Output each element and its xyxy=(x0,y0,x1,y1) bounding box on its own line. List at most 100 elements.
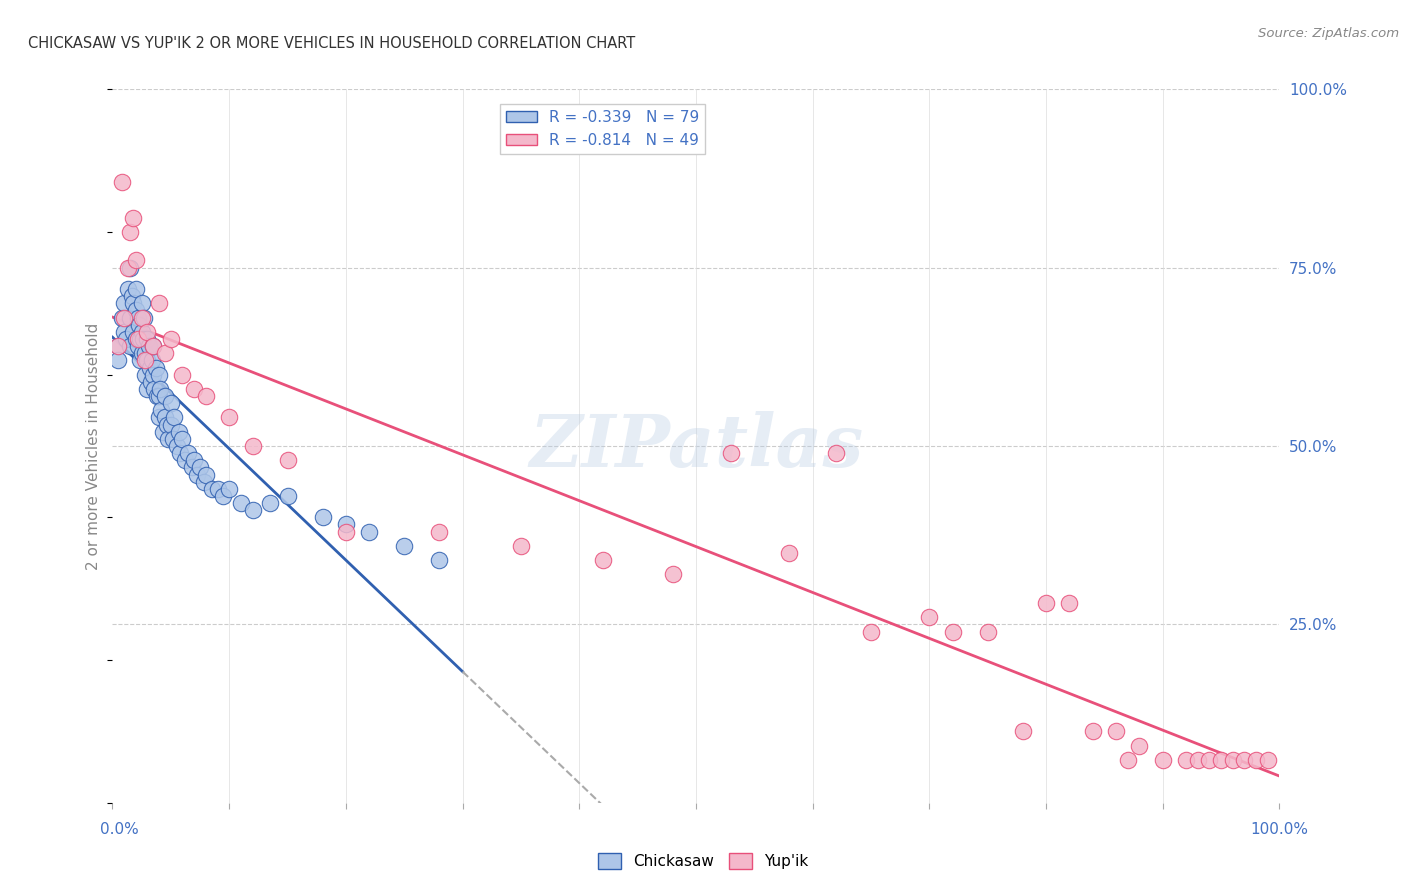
Point xyxy=(157,432,180,446)
Legend: Chickasaw, Yup'ik: Chickasaw, Yup'ik xyxy=(592,847,814,875)
Point xyxy=(335,517,357,532)
Point xyxy=(167,425,190,439)
Point xyxy=(142,368,165,382)
Point xyxy=(132,310,155,325)
Point xyxy=(1059,596,1081,610)
Point xyxy=(1128,739,1150,753)
Text: 100.0%: 100.0% xyxy=(1250,822,1309,837)
Point xyxy=(1175,753,1198,767)
Text: 0.0%: 0.0% xyxy=(100,822,139,837)
Point xyxy=(112,310,135,325)
Point xyxy=(122,325,145,339)
Point xyxy=(172,368,194,382)
Point xyxy=(173,453,195,467)
Point xyxy=(1198,753,1220,767)
Point xyxy=(1257,753,1279,767)
Point xyxy=(149,382,172,396)
Point xyxy=(136,353,159,368)
Point xyxy=(136,325,159,339)
Point xyxy=(141,353,163,368)
Point xyxy=(127,310,149,325)
Point xyxy=(148,389,170,403)
Point xyxy=(218,410,240,425)
Text: ZIPatlas: ZIPatlas xyxy=(529,410,863,482)
Point xyxy=(1035,596,1057,610)
Point xyxy=(127,332,149,346)
Point xyxy=(778,546,800,560)
Point xyxy=(825,446,848,460)
Point xyxy=(111,175,134,189)
Point xyxy=(1116,753,1139,767)
Point xyxy=(592,553,614,567)
Point xyxy=(136,382,159,396)
Point xyxy=(142,339,165,353)
Point xyxy=(136,332,159,346)
Point xyxy=(121,289,143,303)
Point xyxy=(976,624,998,639)
Point xyxy=(180,460,202,475)
Point xyxy=(122,211,145,225)
Point xyxy=(129,353,152,368)
Point xyxy=(134,346,156,360)
Point xyxy=(111,310,134,325)
Point xyxy=(1152,753,1174,767)
Point xyxy=(177,446,200,460)
Point xyxy=(427,524,450,539)
Point xyxy=(138,339,160,353)
Point xyxy=(259,496,281,510)
Point xyxy=(335,524,357,539)
Point xyxy=(131,325,153,339)
Point xyxy=(139,375,162,389)
Point xyxy=(148,410,170,425)
Point xyxy=(160,396,183,410)
Point xyxy=(942,624,965,639)
Point xyxy=(229,496,252,510)
Point xyxy=(134,353,156,368)
Point xyxy=(118,339,141,353)
Point xyxy=(127,339,149,353)
Point xyxy=(918,610,941,624)
Point xyxy=(125,282,148,296)
Point xyxy=(131,346,153,360)
Point xyxy=(125,332,148,346)
Point xyxy=(169,446,191,460)
Point xyxy=(1081,724,1104,739)
Point xyxy=(1244,753,1267,767)
Point xyxy=(201,482,224,496)
Point xyxy=(156,417,179,432)
Point xyxy=(661,567,683,582)
Point xyxy=(160,332,183,346)
Point xyxy=(118,260,141,275)
Point xyxy=(107,353,129,368)
Point xyxy=(242,439,264,453)
Point xyxy=(143,382,166,396)
Point xyxy=(125,303,148,318)
Point xyxy=(183,453,205,467)
Point xyxy=(153,410,176,425)
Point xyxy=(112,325,135,339)
Point xyxy=(129,332,152,346)
Point xyxy=(509,539,531,553)
Point xyxy=(166,439,188,453)
Point xyxy=(146,389,169,403)
Point xyxy=(183,382,205,396)
Point xyxy=(162,432,184,446)
Text: CHICKASAW VS YUP'IK 2 OR MORE VEHICLES IN HOUSEHOLD CORRELATION CHART: CHICKASAW VS YUP'IK 2 OR MORE VEHICLES I… xyxy=(28,36,636,51)
Point xyxy=(153,346,176,360)
Point xyxy=(194,389,217,403)
Point xyxy=(172,432,194,446)
Point xyxy=(150,403,173,417)
Point xyxy=(131,296,153,310)
Text: Source: ZipAtlas.com: Source: ZipAtlas.com xyxy=(1258,27,1399,40)
Point xyxy=(134,368,156,382)
Point xyxy=(392,539,416,553)
Point xyxy=(142,339,165,353)
Point xyxy=(276,489,298,503)
Point xyxy=(152,425,174,439)
Point xyxy=(1011,724,1033,739)
Point xyxy=(160,417,183,432)
Point xyxy=(117,282,139,296)
Point xyxy=(145,360,167,375)
Point xyxy=(131,310,153,325)
Point xyxy=(1222,753,1244,767)
